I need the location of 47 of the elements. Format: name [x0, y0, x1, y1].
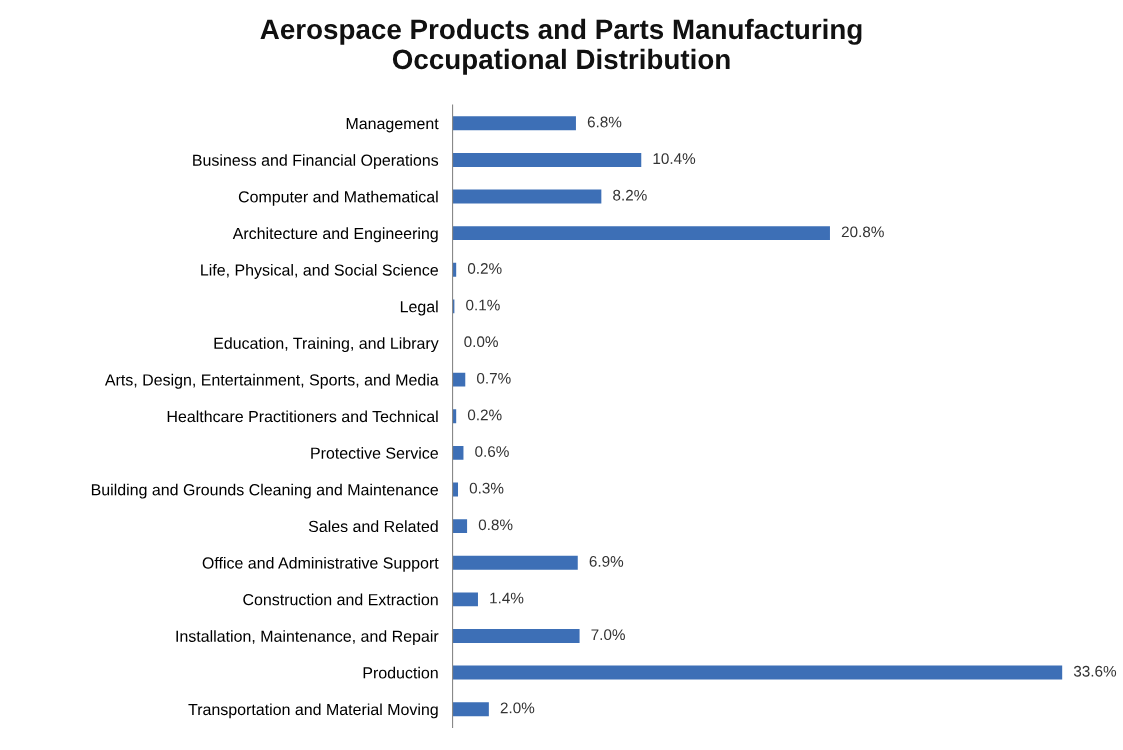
- bar: [452, 116, 576, 131]
- bar: [452, 592, 478, 607]
- bar: [452, 152, 642, 167]
- bar: [452, 226, 830, 241]
- bar: [452, 372, 466, 387]
- y-tick-label: Production: [363, 666, 438, 679]
- y-tick-label: Transportation and Material Moving: [188, 703, 438, 719]
- data-label: 20.8%: [841, 226, 884, 238]
- y-tick-label: Business and Financial Operations: [193, 154, 439, 170]
- y-tick-label: Arts, Design, Entertainment, Sports, and Media: [104, 373, 439, 389]
- data-label: 6.9%: [589, 556, 624, 567]
- bar: [452, 702, 489, 717]
- data-label: 0.6%: [475, 446, 509, 457]
- y-tick-label: Legal: [400, 300, 438, 316]
- bar: [452, 555, 578, 570]
- y-tick-label: Healthcare Practitioners and Technical: [167, 410, 438, 423]
- data-label: 1.4%: [490, 592, 524, 604]
- y-tick-label: Management: [346, 118, 439, 133]
- data-label: 0.2%: [467, 263, 502, 274]
- chart-title: Aerospace Products and Parts Manufacturing Occupational Distribution: [260, 18, 862, 75]
- data-label: 0.7%: [476, 372, 511, 384]
- data-label: 0.2%: [467, 409, 502, 421]
- bar: [452, 519, 468, 534]
- y-tick-label: Office and Administrative Support: [202, 556, 439, 572]
- y-tick-label: Construction and Extraction: [243, 593, 438, 606]
- data-label: 7.0%: [591, 629, 625, 641]
- y-tick-label: Protective Service: [311, 447, 438, 459]
- data-label: 0.8%: [478, 519, 513, 531]
- data-label: 6.8%: [587, 116, 622, 128]
- y-tick-label: Computer and Mathematical: [238, 190, 438, 206]
- bar: [452, 189, 602, 204]
- data-label: 8.2%: [613, 189, 647, 201]
- y-tick-label: Installation, Maintenance, and Repair: [176, 630, 439, 646]
- data-label: 0.3%: [469, 482, 504, 494]
- data-label: 2.0%: [500, 702, 535, 714]
- bar: [452, 445, 464, 460]
- data-label: 0.0%: [464, 336, 498, 348]
- y-tick-label: Education, Training, and Library: [214, 337, 439, 353]
- y-tick-label: Architecture and Engineering: [232, 227, 438, 243]
- data-label: 33.6%: [1073, 665, 1117, 677]
- data-label: 0.1%: [466, 299, 500, 311]
- data-label: 10.4%: [653, 153, 696, 165]
- y-tick-label: Life, Physical, and Social Science: [201, 263, 438, 279]
- y-tick-label: Building and Grounds Cleaning and Maintenance: [91, 483, 438, 499]
- bar: [452, 665, 1063, 680]
- bar: [452, 629, 580, 643]
- y-tick-label: Sales and Related: [308, 520, 438, 533]
